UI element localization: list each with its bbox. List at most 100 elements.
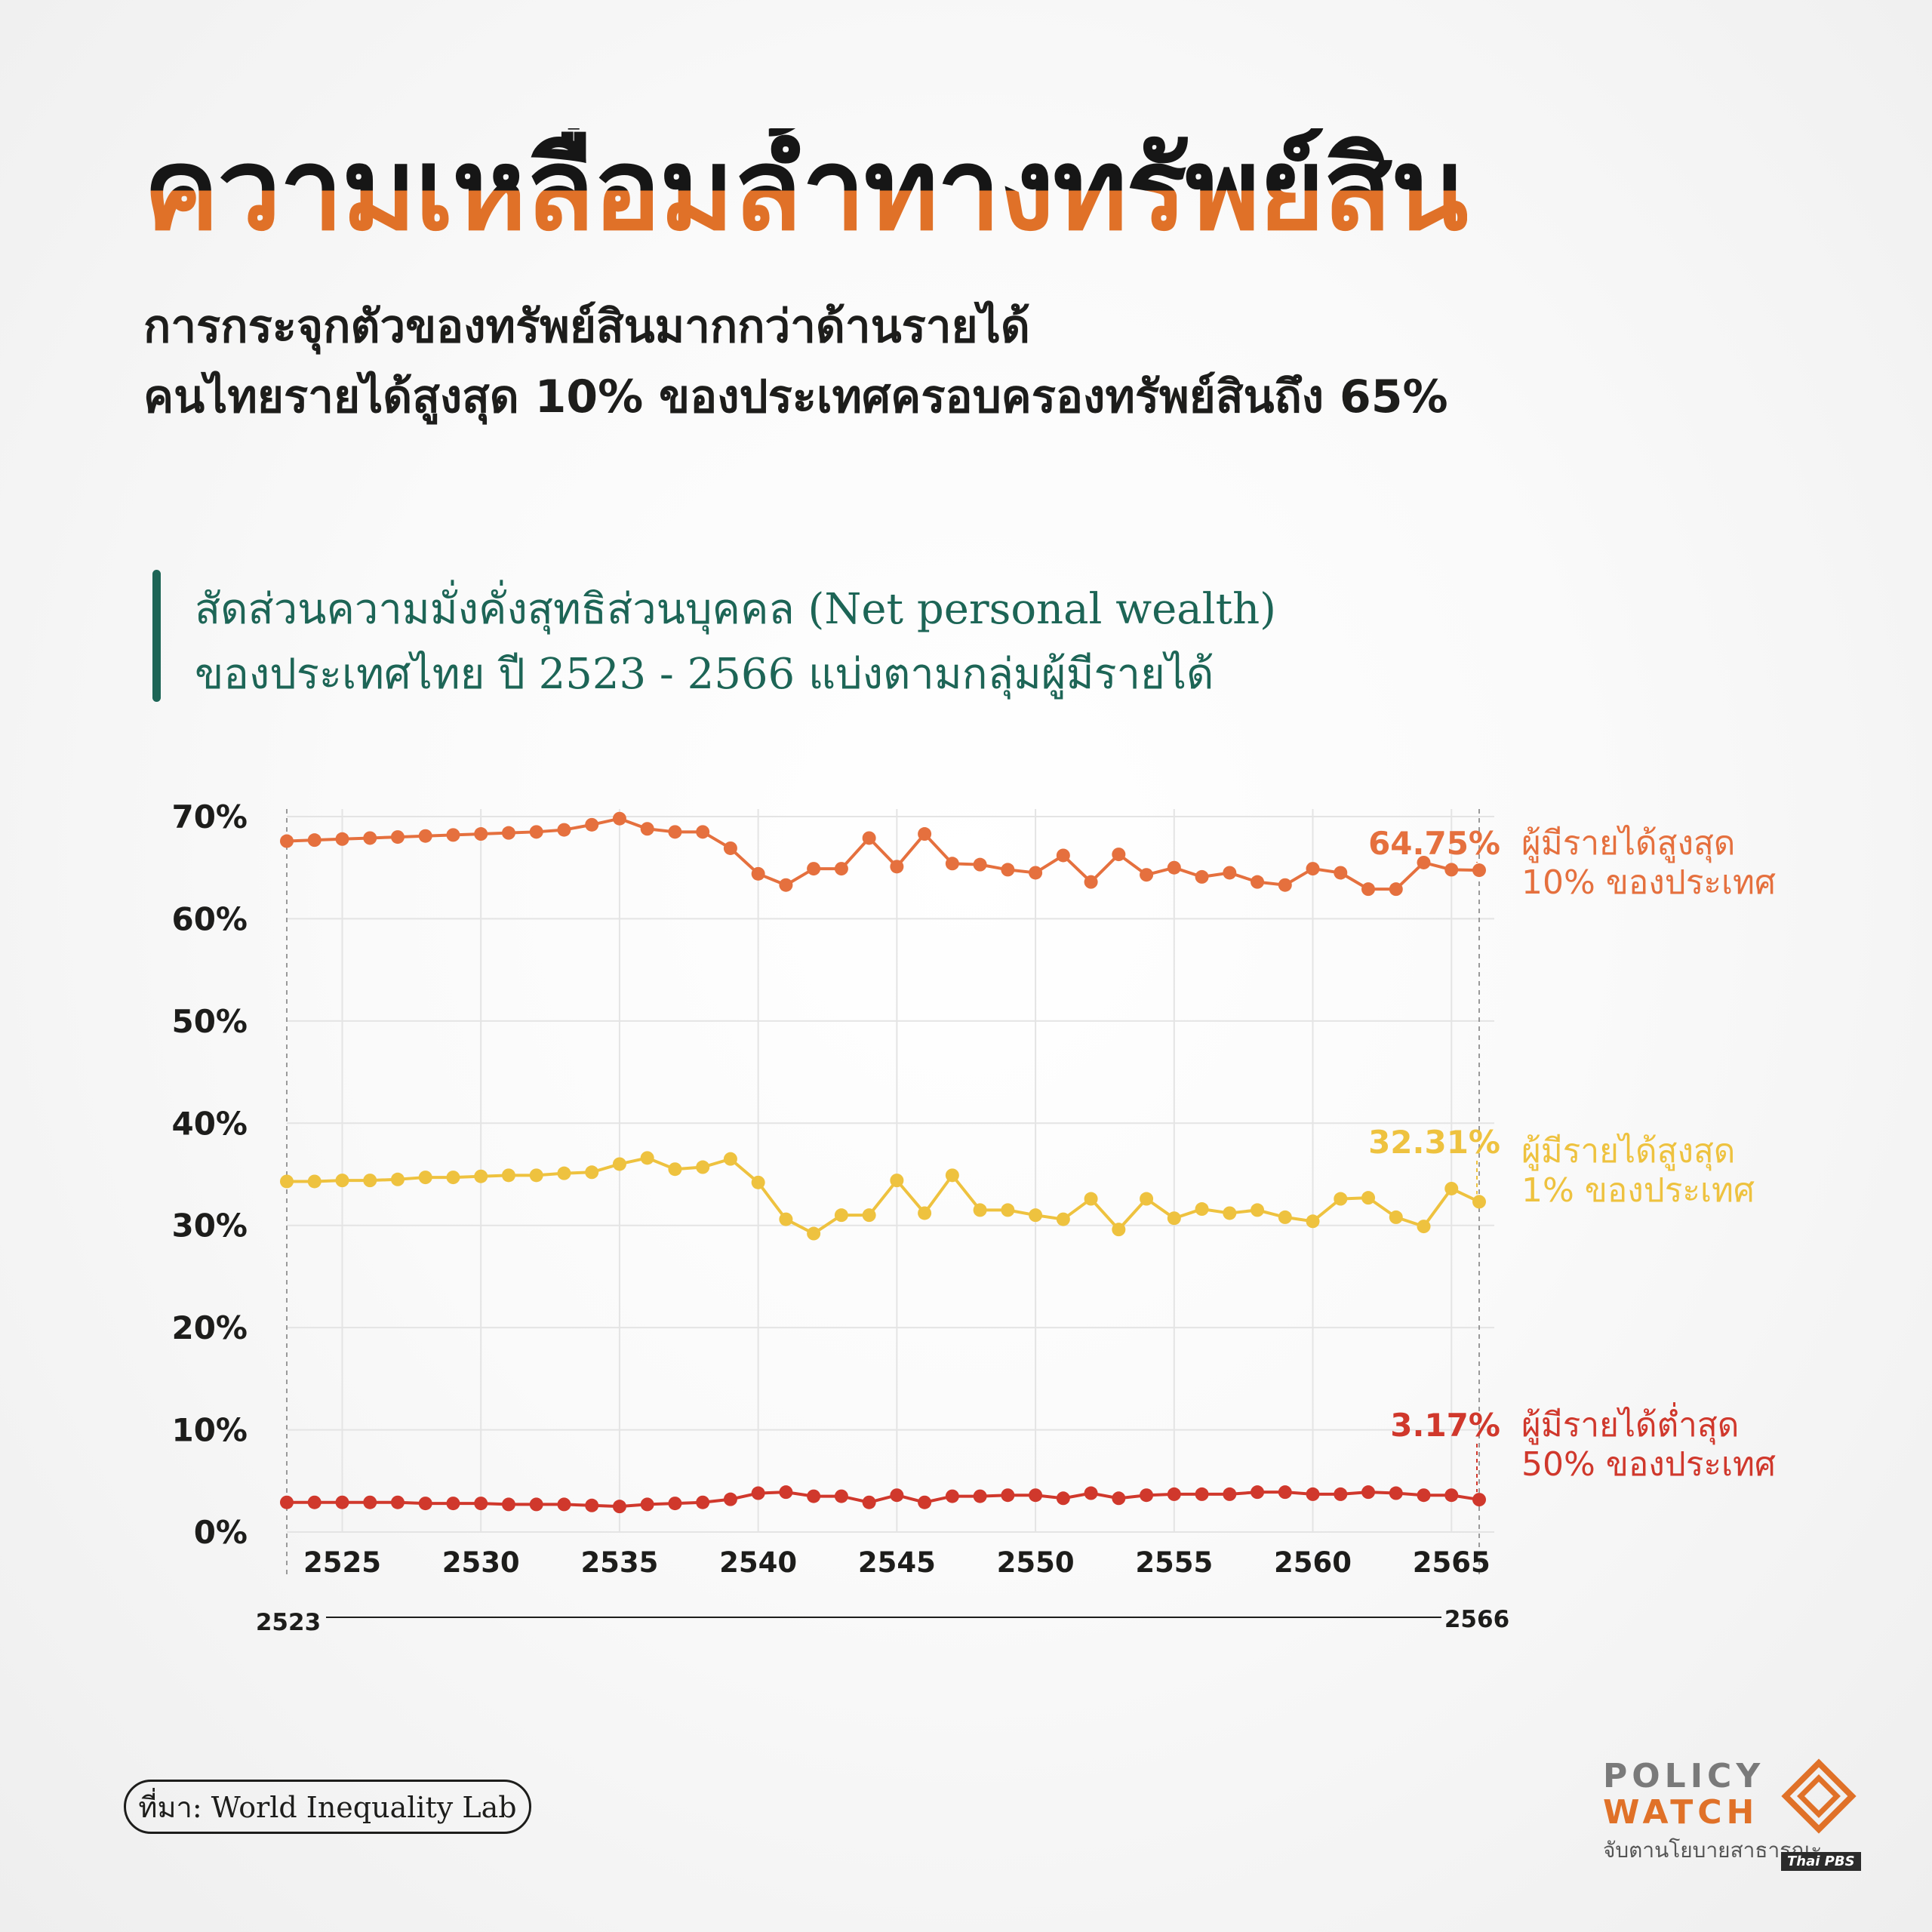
x-tick-label: 2560 [1274, 1546, 1352, 1579]
data-point [1389, 882, 1403, 897]
data-point [390, 1495, 405, 1509]
series-line [287, 1156, 1480, 1235]
data-point [612, 1500, 626, 1514]
y-tick-label: 60% [171, 900, 248, 937]
data-point [1084, 875, 1098, 889]
data-point [1112, 848, 1126, 862]
data-point [751, 1175, 765, 1189]
y-tick-label: 20% [171, 1309, 248, 1346]
thai-pbs-badge: Thai PBS [1781, 1852, 1861, 1871]
policy-watch-logo: POLICY WATCH จับตานโยบายสาธารณะ Thai PBS [1600, 1749, 1879, 1878]
data-point [1195, 1202, 1209, 1217]
series-label-line-1: ผู้มีรายได้สูงสุด [1521, 1132, 1735, 1171]
data-point [474, 1169, 488, 1183]
data-point [807, 1226, 821, 1241]
y-tick-label: 30% [171, 1208, 248, 1244]
year-range-line: 2523 2566 [256, 1606, 1509, 1636]
data-point [1223, 1206, 1237, 1220]
data-point [1472, 1195, 1486, 1209]
data-point [1140, 868, 1154, 882]
data-point [1444, 863, 1459, 877]
data-point [307, 1495, 321, 1509]
data-point [529, 1168, 543, 1183]
data-point [1140, 1488, 1154, 1503]
data-point [1306, 862, 1320, 876]
data-point [280, 1495, 294, 1509]
data-point [890, 1174, 904, 1188]
data-point [862, 1495, 876, 1509]
data-point [779, 1485, 793, 1500]
data-point [446, 1497, 460, 1511]
data-point [779, 878, 793, 892]
data-point [640, 1497, 654, 1512]
data-point [807, 862, 821, 876]
data-point [668, 1162, 682, 1177]
data-point [834, 1489, 848, 1503]
data-point [585, 1165, 599, 1180]
data-point [807, 1489, 821, 1503]
data-point [1167, 1211, 1181, 1226]
data-point [918, 1495, 932, 1509]
data-point [1389, 1210, 1403, 1224]
data-point [1472, 863, 1486, 878]
data-point [1334, 1487, 1348, 1501]
data-point [1417, 855, 1431, 869]
data-point [335, 1495, 349, 1509]
data-point [335, 1174, 349, 1188]
data-point [363, 1174, 377, 1188]
range-end-label: 2566 [1444, 1606, 1509, 1633]
data-point [834, 1208, 848, 1223]
data-point [474, 827, 488, 841]
subtitle-line-2: คนไทยรายได้สูงสุด 10% ของประเทศครอบครองท… [143, 371, 1448, 423]
data-point [1361, 1485, 1376, 1500]
data-point [890, 860, 904, 874]
data-point [723, 1492, 737, 1506]
data-point [1029, 1488, 1043, 1503]
logo-policy-text: POLICY [1603, 1757, 1765, 1795]
data-point [1084, 1192, 1098, 1206]
data-point [1001, 863, 1015, 877]
data-point [1223, 1487, 1237, 1501]
data-point [363, 1495, 377, 1509]
data-point [1417, 1488, 1431, 1503]
data-point [474, 1497, 488, 1511]
data-point [1195, 869, 1209, 884]
logo-watch-text: WATCH [1603, 1793, 1759, 1832]
data-point [557, 1497, 571, 1512]
x-tick-label: 2530 [442, 1546, 520, 1579]
data-point [1251, 875, 1265, 889]
data-point [1306, 1214, 1320, 1229]
x-axis-ticks: 2525 2530 2535 2540 2545 2550 2555 2560 2565 [303, 1546, 1491, 1579]
data-point [1334, 866, 1348, 880]
data-point [363, 831, 377, 845]
series-label-line-2: 10% ของประเทศ [1521, 863, 1776, 902]
y-tick-label: 0% [194, 1514, 248, 1551]
data-point [890, 1488, 904, 1503]
data-point [640, 822, 654, 836]
subtitle-line-1: การกระจุกตัวของทรัพย์สินมากกว่าด้านรายได… [143, 300, 1030, 353]
data-point [668, 1497, 682, 1511]
data-point [1195, 1487, 1209, 1501]
data-point [1112, 1491, 1126, 1506]
x-tick-label: 2540 [719, 1546, 797, 1579]
data-point [640, 1151, 654, 1165]
end-value-label: 64.75% [1368, 825, 1500, 862]
chart-heading-line-2: ของประเทศไทย ปี 2523 - 2566 แบ่งตามกลุ่ม… [195, 650, 1214, 699]
data-point [1029, 1208, 1043, 1223]
x-tick-label: 2535 [580, 1546, 658, 1579]
data-point [1056, 1212, 1070, 1226]
series-label-line-1: ผู้มีรายได้ต่ำสุด [1521, 1401, 1739, 1445]
y-tick-label: 40% [171, 1105, 248, 1142]
data-point [1278, 1210, 1292, 1224]
data-point [1417, 1220, 1431, 1234]
data-point [1112, 1223, 1126, 1237]
data-point [1029, 866, 1043, 880]
data-point [1084, 1486, 1098, 1500]
data-point [529, 825, 543, 839]
diamond-logo-icon [1781, 1758, 1857, 1834]
data-point [1389, 1486, 1403, 1500]
data-point [779, 1212, 793, 1226]
data-point [612, 1157, 626, 1171]
data-point [973, 857, 987, 872]
